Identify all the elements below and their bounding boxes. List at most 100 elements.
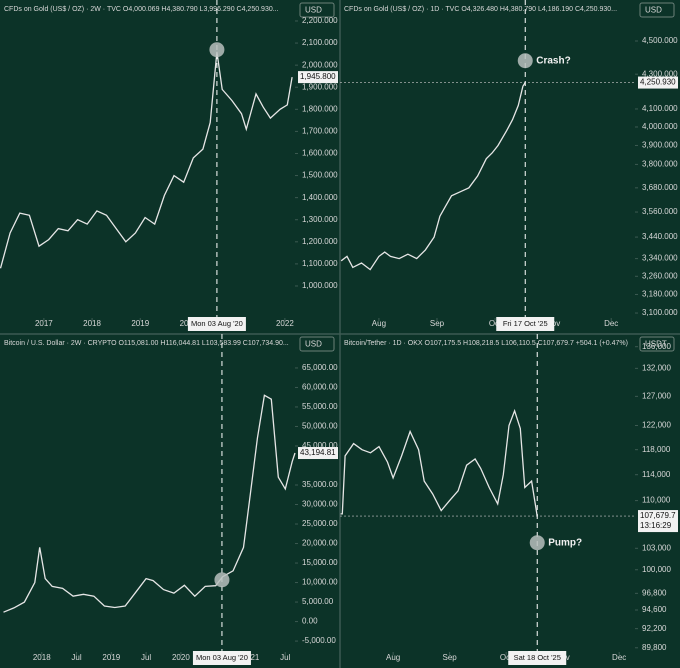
y-tick-label: 60,000.00 <box>302 383 338 392</box>
y-tick-label: 30,000.00 <box>302 500 338 509</box>
y-tick-label: 1,900.000 <box>302 82 338 91</box>
price-line-series <box>340 82 526 271</box>
chart-title: CFDs on Gold (US$ / OZ) · 1D · TVC O4,32… <box>344 6 617 13</box>
x-tick-label: 2017 <box>35 319 53 328</box>
y-tick-label: 5,000.00 <box>302 597 334 606</box>
last-price-label: 4,250.930 <box>640 78 676 87</box>
y-tick-label: 4,100.000 <box>642 104 678 113</box>
y-tick-label: 3,900.000 <box>642 141 678 150</box>
x-tick-label: Dec <box>612 653 626 662</box>
price-line-series <box>340 408 538 517</box>
x-tick-label: Oct <box>489 319 502 328</box>
currency-box <box>639 336 675 352</box>
y-tick-label: 4,000.000 <box>642 122 678 131</box>
y-tick-label: 1,000.000 <box>302 281 338 290</box>
y-tick-label: 15,000.00 <box>302 558 338 567</box>
crosshair-label: Mon 03 Aug '20 <box>191 319 243 328</box>
y-tick-label: 1,400.000 <box>302 193 338 202</box>
crosshair-label: Fri 17 Oct '25 <box>503 319 548 328</box>
x-tick-label: Jul <box>71 653 81 662</box>
price-line-series <box>3 394 296 613</box>
currency: USDT <box>645 340 667 349</box>
y-tick-label: 50,000.00 <box>302 422 338 431</box>
chart-title: Bitcoin/Tether · 1D · OKX O107,175.5 H10… <box>344 340 628 347</box>
y-tick-label: 132,000 <box>642 363 671 372</box>
y-tick-label: 92,200 <box>642 624 667 633</box>
annotation-text: Pump? <box>548 537 582 548</box>
y-tick-label: 2,000.000 <box>302 60 338 69</box>
y-tick-label: 20,000.00 <box>302 539 338 548</box>
y-tick-label: 3,800.000 <box>642 160 678 169</box>
y-tick-label: 122,000 <box>642 421 671 430</box>
chart-title: CFDs on Gold (US$ / OZ) · 2W · TVC O4,00… <box>4 6 279 13</box>
annotation-text: Crash? <box>536 55 570 66</box>
y-tick-label: 1,200.000 <box>302 237 338 246</box>
crosshair-label-box <box>187 317 246 331</box>
annotation-marker <box>529 535 545 551</box>
crosshair-label: Sat 18 Oct '25 <box>514 653 561 662</box>
y-tick-label: 1,100.000 <box>302 259 338 268</box>
currency-box <box>299 336 335 352</box>
y-tick-label: 35,000.00 <box>302 480 338 489</box>
annotation-marker <box>214 572 230 588</box>
last-price-label: 43,194.81 <box>300 448 336 457</box>
x-tick-label: Jul <box>141 653 151 662</box>
last-price-label: 1,945.800 <box>300 72 336 81</box>
y-tick-label: 118,000 <box>642 445 671 454</box>
y-tick-label: 10,000.00 <box>302 578 338 587</box>
y-tick-label: 1,800.000 <box>302 104 338 113</box>
x-tick-label: 2018 <box>33 653 51 662</box>
y-tick-label: 127,000 <box>642 391 671 400</box>
currency: USD <box>305 340 322 349</box>
y-tick-label: 1,600.000 <box>302 149 338 158</box>
y-tick-label: 55,000.00 <box>302 402 338 411</box>
y-tick-label: 110,000 <box>642 496 671 505</box>
annotation-marker <box>209 42 225 58</box>
y-tick-label: 3,260.000 <box>642 271 678 280</box>
y-tick-label: 2,200.000 <box>302 16 338 25</box>
y-tick-label: 45,000.00 <box>302 441 338 450</box>
countdown: 13:16:29 <box>640 521 672 530</box>
last-price-box <box>298 71 338 84</box>
y-tick-label: 0.00 <box>302 617 318 626</box>
x-tick-label: 2022 <box>276 319 294 328</box>
y-tick-label: 4,500.000 <box>642 36 678 45</box>
last-price-label: 107,679.7 <box>640 511 676 520</box>
y-tick-label: 1,300.000 <box>302 215 338 224</box>
crosshair-label: Mon 03 Aug '20 <box>196 653 248 662</box>
x-tick-label: Dec <box>604 319 618 328</box>
currency: USD <box>645 6 662 15</box>
y-tick-label: 114,000 <box>642 470 671 479</box>
y-tick-label: 3,680.000 <box>642 183 678 192</box>
x-tick-label: Aug <box>386 653 400 662</box>
y-tick-label: 25,000.00 <box>302 519 338 528</box>
y-tick-label: 94,600 <box>642 605 667 614</box>
y-tick-label: 4,300.000 <box>642 69 678 78</box>
crosshair-label-box <box>496 317 555 331</box>
y-tick-label: 100,000 <box>642 565 671 574</box>
y-tick-label: 103,000 <box>642 543 671 552</box>
currency: USD <box>305 6 322 15</box>
x-tick-label: 2020 <box>172 653 190 662</box>
crosshair-label-box <box>508 651 567 665</box>
y-tick-label: 1,700.000 <box>302 127 338 136</box>
x-tick-label: Jul <box>280 653 290 662</box>
x-tick-label: Oct <box>500 653 513 662</box>
x-tick-label: 2019 <box>131 319 149 328</box>
y-tick-label: 2,100.000 <box>302 38 338 47</box>
x-tick-label: Sep <box>430 319 445 328</box>
y-tick-label: 89,800 <box>642 643 667 652</box>
last-price-box <box>298 447 338 460</box>
y-tick-label: 136,000 <box>642 342 671 351</box>
last-price-box <box>638 510 678 533</box>
x-tick-label: Aug <box>372 319 386 328</box>
price-line-series <box>0 51 293 269</box>
currency-box <box>299 2 335 18</box>
y-tick-label: 3,560.000 <box>642 207 678 216</box>
chart-title: Bitcoin / U.S. Dollar · 2W · CRYPTO O115… <box>4 340 289 347</box>
x-tick-label: 2018 <box>83 319 101 328</box>
y-tick-label: 3,180.000 <box>642 290 678 299</box>
last-price-box <box>638 76 678 89</box>
y-tick-label: 3,100.000 <box>642 308 678 317</box>
